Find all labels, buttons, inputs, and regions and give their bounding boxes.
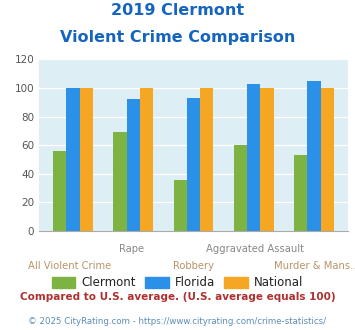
Text: Rape: Rape [119,244,144,254]
Bar [113,132,127,231]
Text: Murder & Mans...: Murder & Mans... [274,261,355,271]
Text: All Violent Crime: All Violent Crime [28,261,111,271]
Text: Robbery: Robbery [173,261,214,271]
Bar [127,99,140,231]
Text: © 2025 CityRating.com - https://www.cityrating.com/crime-statistics/: © 2025 CityRating.com - https://www.city… [28,317,327,326]
Bar [187,98,200,231]
Legend: Clermont, Florida, National: Clermont, Florida, National [47,272,308,294]
Bar [294,155,307,231]
Text: Aggravated Assault: Aggravated Assault [206,244,304,254]
Bar [174,180,187,231]
Bar [307,81,321,231]
Text: Compared to U.S. average. (U.S. average equals 100): Compared to U.S. average. (U.S. average … [20,292,335,302]
Bar [53,151,66,231]
Bar [80,88,93,231]
Bar [321,88,334,231]
Bar [200,88,213,231]
Bar [260,88,274,231]
Bar [247,84,260,231]
Bar [140,88,153,231]
Bar [234,145,247,231]
Text: Violent Crime Comparison: Violent Crime Comparison [60,30,295,45]
Text: 2019 Clermont: 2019 Clermont [111,3,244,18]
Bar [66,88,80,231]
